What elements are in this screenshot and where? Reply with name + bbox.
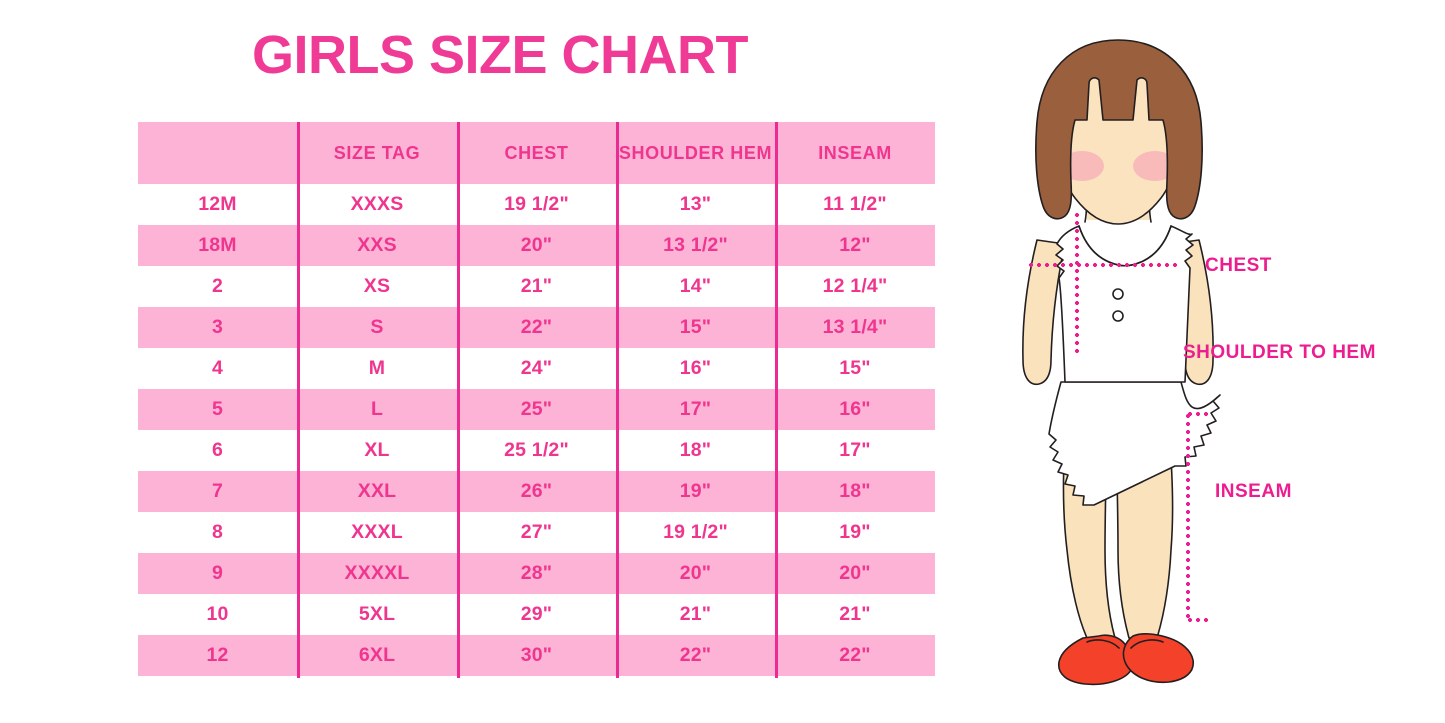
cell-size-tag: M xyxy=(297,348,457,389)
column-header-shoulder-hem: SHOULDER HEM xyxy=(616,122,775,184)
cell-size-tag: XXXXL xyxy=(297,553,457,594)
cell-shoulder-hem: 21" xyxy=(616,594,775,635)
table-row: 5 L 25" 17" 16" xyxy=(138,389,935,430)
size-chart-table-container: SIZE TAG CHEST SHOULDER HEM INSEAM 12M XX… xyxy=(138,122,935,678)
cell-shoulder-hem: 16" xyxy=(616,348,775,389)
blush-right xyxy=(1133,151,1177,181)
cell-shoulder-hem: 15" xyxy=(616,307,775,348)
cell-shoulder-hem: 14" xyxy=(616,266,775,307)
cell-size: 8 xyxy=(138,512,297,553)
cell-chest: 19 1/2" xyxy=(457,184,616,225)
cell-chest: 28" xyxy=(457,553,616,594)
cell-shoulder-hem: 13 1/2" xyxy=(616,225,775,266)
left-arm xyxy=(1022,239,1066,386)
cell-size: 18M xyxy=(138,225,297,266)
table-row: 10 5XL 29" 21" 21" xyxy=(138,594,935,635)
left-shoe-strap xyxy=(1086,639,1120,649)
page-title: GIRLS SIZE CHART xyxy=(251,25,749,85)
cell-size: 9 xyxy=(138,553,297,594)
column-header-inseam: INSEAM xyxy=(775,122,935,184)
chest-label: CHEST xyxy=(1205,255,1272,276)
cell-shoulder-hem: 22" xyxy=(616,635,775,676)
cell-inseam: 16" xyxy=(775,389,935,430)
cell-chest: 30" xyxy=(457,635,616,676)
cell-size: 12M xyxy=(138,184,297,225)
skirt xyxy=(1048,381,1221,506)
cell-chest: 22" xyxy=(457,307,616,348)
cell-size-tag: L xyxy=(297,389,457,430)
right-shoe xyxy=(1122,633,1194,684)
cell-inseam: 12" xyxy=(775,225,935,266)
cell-chest: 25 1/2" xyxy=(457,430,616,471)
cell-inseam: 12 1/4" xyxy=(775,266,935,307)
cell-chest: 26" xyxy=(457,471,616,512)
hair xyxy=(1035,39,1203,220)
cell-chest: 25" xyxy=(457,389,616,430)
cell-chest: 27" xyxy=(457,512,616,553)
table-row: 12M XXXS 19 1/2" 13" 11 1/2" xyxy=(138,184,935,225)
table-row: 3 S 22" 15" 13 1/4" xyxy=(138,307,935,348)
table-row: 12 6XL 30" 22" 22" xyxy=(138,635,935,676)
column-header-size xyxy=(138,122,297,184)
cell-size: 6 xyxy=(138,430,297,471)
cell-size-tag: S xyxy=(297,307,457,348)
inseam-label: INSEAM xyxy=(1215,481,1292,502)
size-chart-table: SIZE TAG CHEST SHOULDER HEM INSEAM 12M XX… xyxy=(138,122,935,676)
cell-inseam: 19" xyxy=(775,512,935,553)
cell-chest: 21" xyxy=(457,266,616,307)
cell-chest: 29" xyxy=(457,594,616,635)
table-header-row: SIZE TAG CHEST SHOULDER HEM INSEAM xyxy=(138,122,935,184)
left-shoe xyxy=(1058,634,1134,686)
cell-shoulder-hem: 19" xyxy=(616,471,775,512)
cell-size: 5 xyxy=(138,389,297,430)
cell-chest: 24" xyxy=(457,348,616,389)
cell-inseam: 11 1/2" xyxy=(775,184,935,225)
cell-size-tag: 6XL xyxy=(297,635,457,676)
cell-size-tag: XXXL xyxy=(297,512,457,553)
cell-size-tag: XS xyxy=(297,266,457,307)
table-row: 6 XL 25 1/2" 18" 17" xyxy=(138,430,935,471)
cell-inseam: 15" xyxy=(775,348,935,389)
cell-size-tag: XXS xyxy=(297,225,457,266)
cell-shoulder-hem: 19 1/2" xyxy=(616,512,775,553)
cell-size-tag: XL xyxy=(297,430,457,471)
cell-size: 12 xyxy=(138,635,297,676)
cell-inseam: 18" xyxy=(775,471,935,512)
cell-size: 7 xyxy=(138,471,297,512)
cell-size: 2 xyxy=(138,266,297,307)
girl-figure-illustration xyxy=(975,30,1225,690)
cell-inseam: 21" xyxy=(775,594,935,635)
cell-shoulder-hem: 13" xyxy=(616,184,775,225)
top-bodice xyxy=(1055,225,1194,383)
cell-inseam: 20" xyxy=(775,553,935,594)
table-row: 9 XXXXL 28" 20" 20" xyxy=(138,553,935,594)
cell-shoulder-hem: 20" xyxy=(616,553,775,594)
cell-inseam: 17" xyxy=(775,430,935,471)
table-row: 8 XXXL 27" 19 1/2" 19" xyxy=(138,512,935,553)
button-bottom xyxy=(1112,310,1124,322)
cell-shoulder-hem: 18" xyxy=(616,430,775,471)
table-row: 2 XS 21" 14" 12 1/4" xyxy=(138,266,935,307)
table-body: 12M XXXS 19 1/2" 13" 11 1/2" 18M XXS 20" 13 1/2"… xyxy=(138,184,935,676)
cell-chest: 20" xyxy=(457,225,616,266)
cell-size-tag: XXXS xyxy=(297,184,457,225)
cell-inseam: 13 1/4" xyxy=(775,307,935,348)
table-row: 7 XXL 26" 19" 18" xyxy=(138,471,935,512)
right-shoe-strap xyxy=(1130,639,1164,649)
cell-size-tag: 5XL xyxy=(297,594,457,635)
cell-size-tag: XXL xyxy=(297,471,457,512)
cell-inseam: 22" xyxy=(775,635,935,676)
cell-size: 4 xyxy=(138,348,297,389)
cell-size: 3 xyxy=(138,307,297,348)
button-top xyxy=(1112,288,1124,300)
shoulder-to-hem-label: SHOULDER TO HEM xyxy=(1183,342,1376,363)
table-row: 18M XXS 20" 13 1/2" 12" xyxy=(138,225,935,266)
cell-size: 10 xyxy=(138,594,297,635)
table-row: 4 M 24" 16" 15" xyxy=(138,348,935,389)
column-header-chest: CHEST xyxy=(457,122,616,184)
column-header-size-tag: SIZE TAG xyxy=(297,122,457,184)
cell-shoulder-hem: 17" xyxy=(616,389,775,430)
